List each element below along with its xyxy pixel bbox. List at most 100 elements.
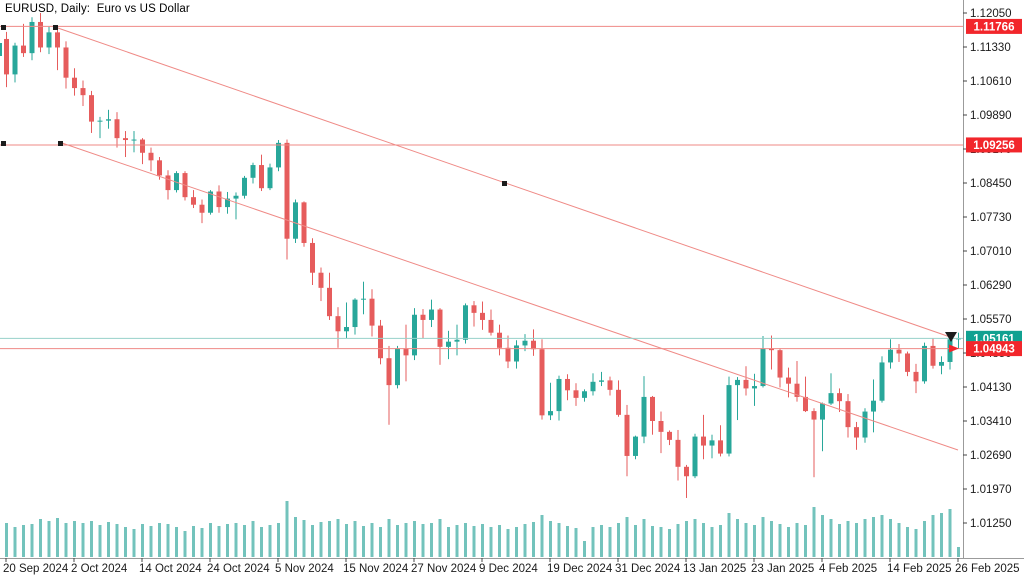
- volume-bar: [540, 515, 544, 557]
- selection-handle[interactable]: [1, 141, 6, 146]
- candle-bull: [956, 338, 961, 340]
- candle-wick: [737, 377, 738, 421]
- candle-bear: [650, 396, 655, 421]
- selection-handle[interactable]: [502, 181, 507, 186]
- price-label: 1.08450: [970, 178, 1012, 190]
- date-label: 14 Feb 2025: [887, 563, 952, 575]
- volume-bar: [591, 527, 595, 557]
- candle-bull: [97, 120, 103, 122]
- price-label: 1.04130: [970, 382, 1012, 394]
- candle-bear: [148, 152, 154, 161]
- candle-bull: [131, 139, 137, 141]
- candle-bull: [514, 345, 519, 362]
- candle-bull: [862, 411, 868, 438]
- volume-bar: [455, 525, 459, 557]
- candle-bear: [199, 204, 205, 213]
- volume-bar: [64, 523, 68, 557]
- candle-bull: [454, 339, 460, 342]
- candle-bear: [327, 287, 332, 317]
- volume-bar: [897, 523, 901, 557]
- candle-bull: [208, 191, 213, 213]
- candle-bear: [497, 332, 502, 348]
- volume-bar: [175, 527, 178, 557]
- candle-wick: [57, 27, 58, 71]
- plot-layer[interactable]: [0, 13, 963, 557]
- date-label: 19 Dec 2024: [547, 563, 613, 575]
- volume-bar: [557, 523, 561, 557]
- candle-bull: [590, 381, 596, 392]
- price-badge-bg: [966, 137, 1022, 153]
- candle-bull: [828, 393, 834, 404]
- candle-bear: [854, 427, 859, 438]
- time-axis[interactable]: 20 Sep 2024 2 Oct 2024 14 Oct 2024 24 Oct 2…: [3, 558, 1020, 575]
- candle-bear: [259, 165, 264, 189]
- volume-bar: [56, 518, 59, 557]
- candle-wick: [958, 332, 959, 349]
- price-label: 1.07010: [970, 246, 1012, 258]
- volume-bar: [778, 524, 782, 557]
- descending-trendline[interactable]: [61, 142, 959, 451]
- volume-bar: [30, 524, 34, 557]
- candle-bull: [879, 362, 885, 401]
- selection-handle[interactable]: [58, 141, 63, 146]
- candle-bear: [165, 175, 171, 191]
- selection-handle[interactable]: [1, 25, 6, 30]
- volume-bar: [362, 526, 365, 557]
- volume-bar: [506, 529, 510, 557]
- candle-bull: [522, 340, 528, 346]
- volume-bar: [464, 523, 467, 557]
- volume-bar: [940, 513, 943, 557]
- price-label: 1.06290: [970, 280, 1012, 292]
- candle-bear: [573, 390, 579, 398]
- volume-bar: [149, 526, 153, 557]
- volume-bar: [200, 528, 204, 557]
- candle-wick: [711, 434, 713, 459]
- candle-bear: [701, 436, 706, 446]
- candle-bear: [140, 139, 145, 153]
- candle-bear: [420, 314, 426, 320]
- candle-bull: [106, 119, 111, 121]
- volume-bar: [489, 527, 493, 557]
- price-axis-background: [963, 0, 1024, 576]
- volume-bar: [285, 501, 289, 557]
- candle-bull: [293, 202, 298, 239]
- price-badge-red: 1.04943: [966, 341, 1022, 357]
- candle-bull: [352, 299, 358, 328]
- candle-wick: [346, 302, 347, 339]
- volume-bar: [804, 525, 807, 557]
- volume-bar: [719, 525, 722, 557]
- volume-bar: [81, 523, 85, 557]
- volume-bar: [693, 519, 697, 557]
- candle-bull: [250, 165, 256, 178]
- candle-series: [4, 13, 961, 498]
- volume-bar: [957, 547, 960, 557]
- candle-bear: [845, 401, 851, 428]
- volume-bar: [311, 525, 314, 557]
- volume-bar: [379, 527, 382, 557]
- candle-wick: [686, 464, 687, 498]
- candle-bull: [233, 195, 239, 199]
- hline-right-arrow: [949, 344, 959, 353]
- selection-handle[interactable]: [53, 25, 58, 30]
- date-label: 4 Feb 2025: [819, 563, 877, 575]
- candle-bull: [361, 298, 366, 300]
- volume-bar: [277, 523, 280, 557]
- volume-bar: [515, 527, 518, 557]
- volume-bar: [583, 541, 586, 557]
- candle-bear: [4, 38, 9, 75]
- candle-bear: [905, 353, 910, 372]
- volume-bar: [302, 520, 306, 557]
- candle-bear: [191, 197, 196, 205]
- candle-bull: [633, 436, 638, 456]
- candle-bear: [216, 191, 222, 208]
- candle-wick: [813, 408, 815, 478]
- candle-wick: [422, 309, 424, 339]
- volume-bar: [438, 519, 442, 557]
- volume-bar: [430, 523, 433, 557]
- candle-bull: [174, 173, 179, 191]
- volume-bar: [625, 517, 629, 557]
- volume-bar: [234, 523, 238, 557]
- volume-bar: [166, 524, 170, 557]
- candle-bear: [89, 95, 94, 122]
